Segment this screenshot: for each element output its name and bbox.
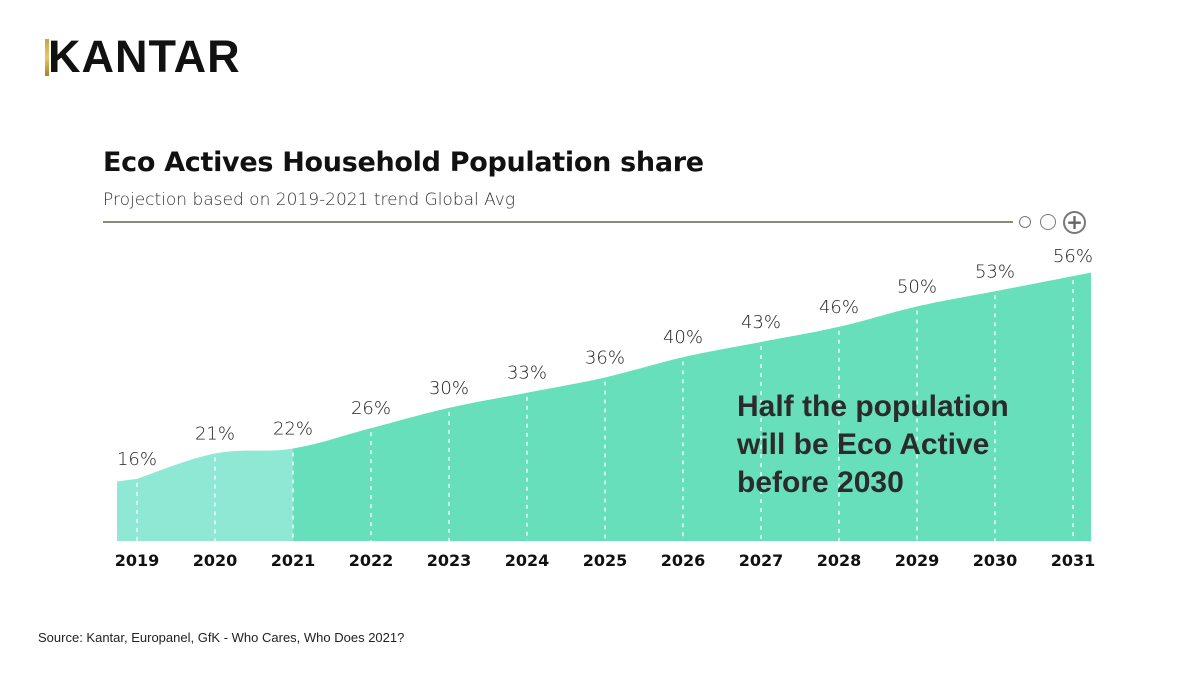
small-circle-icon[interactable] xyxy=(1019,216,1031,228)
x-tick-label: 2031 xyxy=(1051,551,1096,570)
data-label: 30% xyxy=(429,378,469,399)
x-tick-label: 2026 xyxy=(661,551,706,570)
data-label: 22% xyxy=(273,418,313,439)
data-label: 53% xyxy=(975,261,1015,282)
data-label: 56% xyxy=(1053,246,1093,267)
title-divider xyxy=(103,221,1013,223)
callout-line: Half the population xyxy=(737,390,1009,423)
data-label: 16% xyxy=(117,449,157,470)
x-tick-label: 2023 xyxy=(427,551,472,570)
data-label: 33% xyxy=(507,363,547,384)
data-label: 26% xyxy=(351,398,391,419)
x-tick-label: 2021 xyxy=(271,551,316,570)
callout-text: Half the population will be Eco Active b… xyxy=(737,388,1009,502)
plus-circle-icon[interactable]: + xyxy=(1063,211,1086,234)
callout-line: will be Eco Active xyxy=(737,428,990,461)
projection-area xyxy=(293,272,1091,541)
data-label: 21% xyxy=(195,424,235,445)
chart-subtitle: Projection based on 2019-2021 trend Glob… xyxy=(103,190,516,210)
data-label: 36% xyxy=(585,347,625,368)
x-tick-label: 2027 xyxy=(739,551,784,570)
data-label: 46% xyxy=(819,297,859,318)
x-tick-label: 2020 xyxy=(193,551,238,570)
chart-title: Eco Actives Household Population share xyxy=(103,147,704,178)
circle-icon[interactable] xyxy=(1040,214,1056,230)
source-note: Source: Kantar, Europanel, GfK - Who Car… xyxy=(38,630,405,645)
logo-text: KANTAR xyxy=(48,31,241,82)
historic-area xyxy=(117,448,293,541)
data-label: 50% xyxy=(897,277,937,298)
logo-gold-bar xyxy=(45,38,49,76)
callout-line: before 2030 xyxy=(737,466,904,499)
x-tick-label: 2030 xyxy=(973,551,1018,570)
data-label: 40% xyxy=(663,327,703,348)
x-tick-label: 2019 xyxy=(115,551,160,570)
kantar-logo: KANTAR xyxy=(45,31,241,82)
data-label: 43% xyxy=(741,312,781,333)
x-tick-label: 2022 xyxy=(349,551,394,570)
x-tick-label: 2028 xyxy=(817,551,862,570)
x-tick-label: 2024 xyxy=(505,551,550,570)
x-tick-label: 2025 xyxy=(583,551,628,570)
x-tick-label: 2029 xyxy=(895,551,940,570)
